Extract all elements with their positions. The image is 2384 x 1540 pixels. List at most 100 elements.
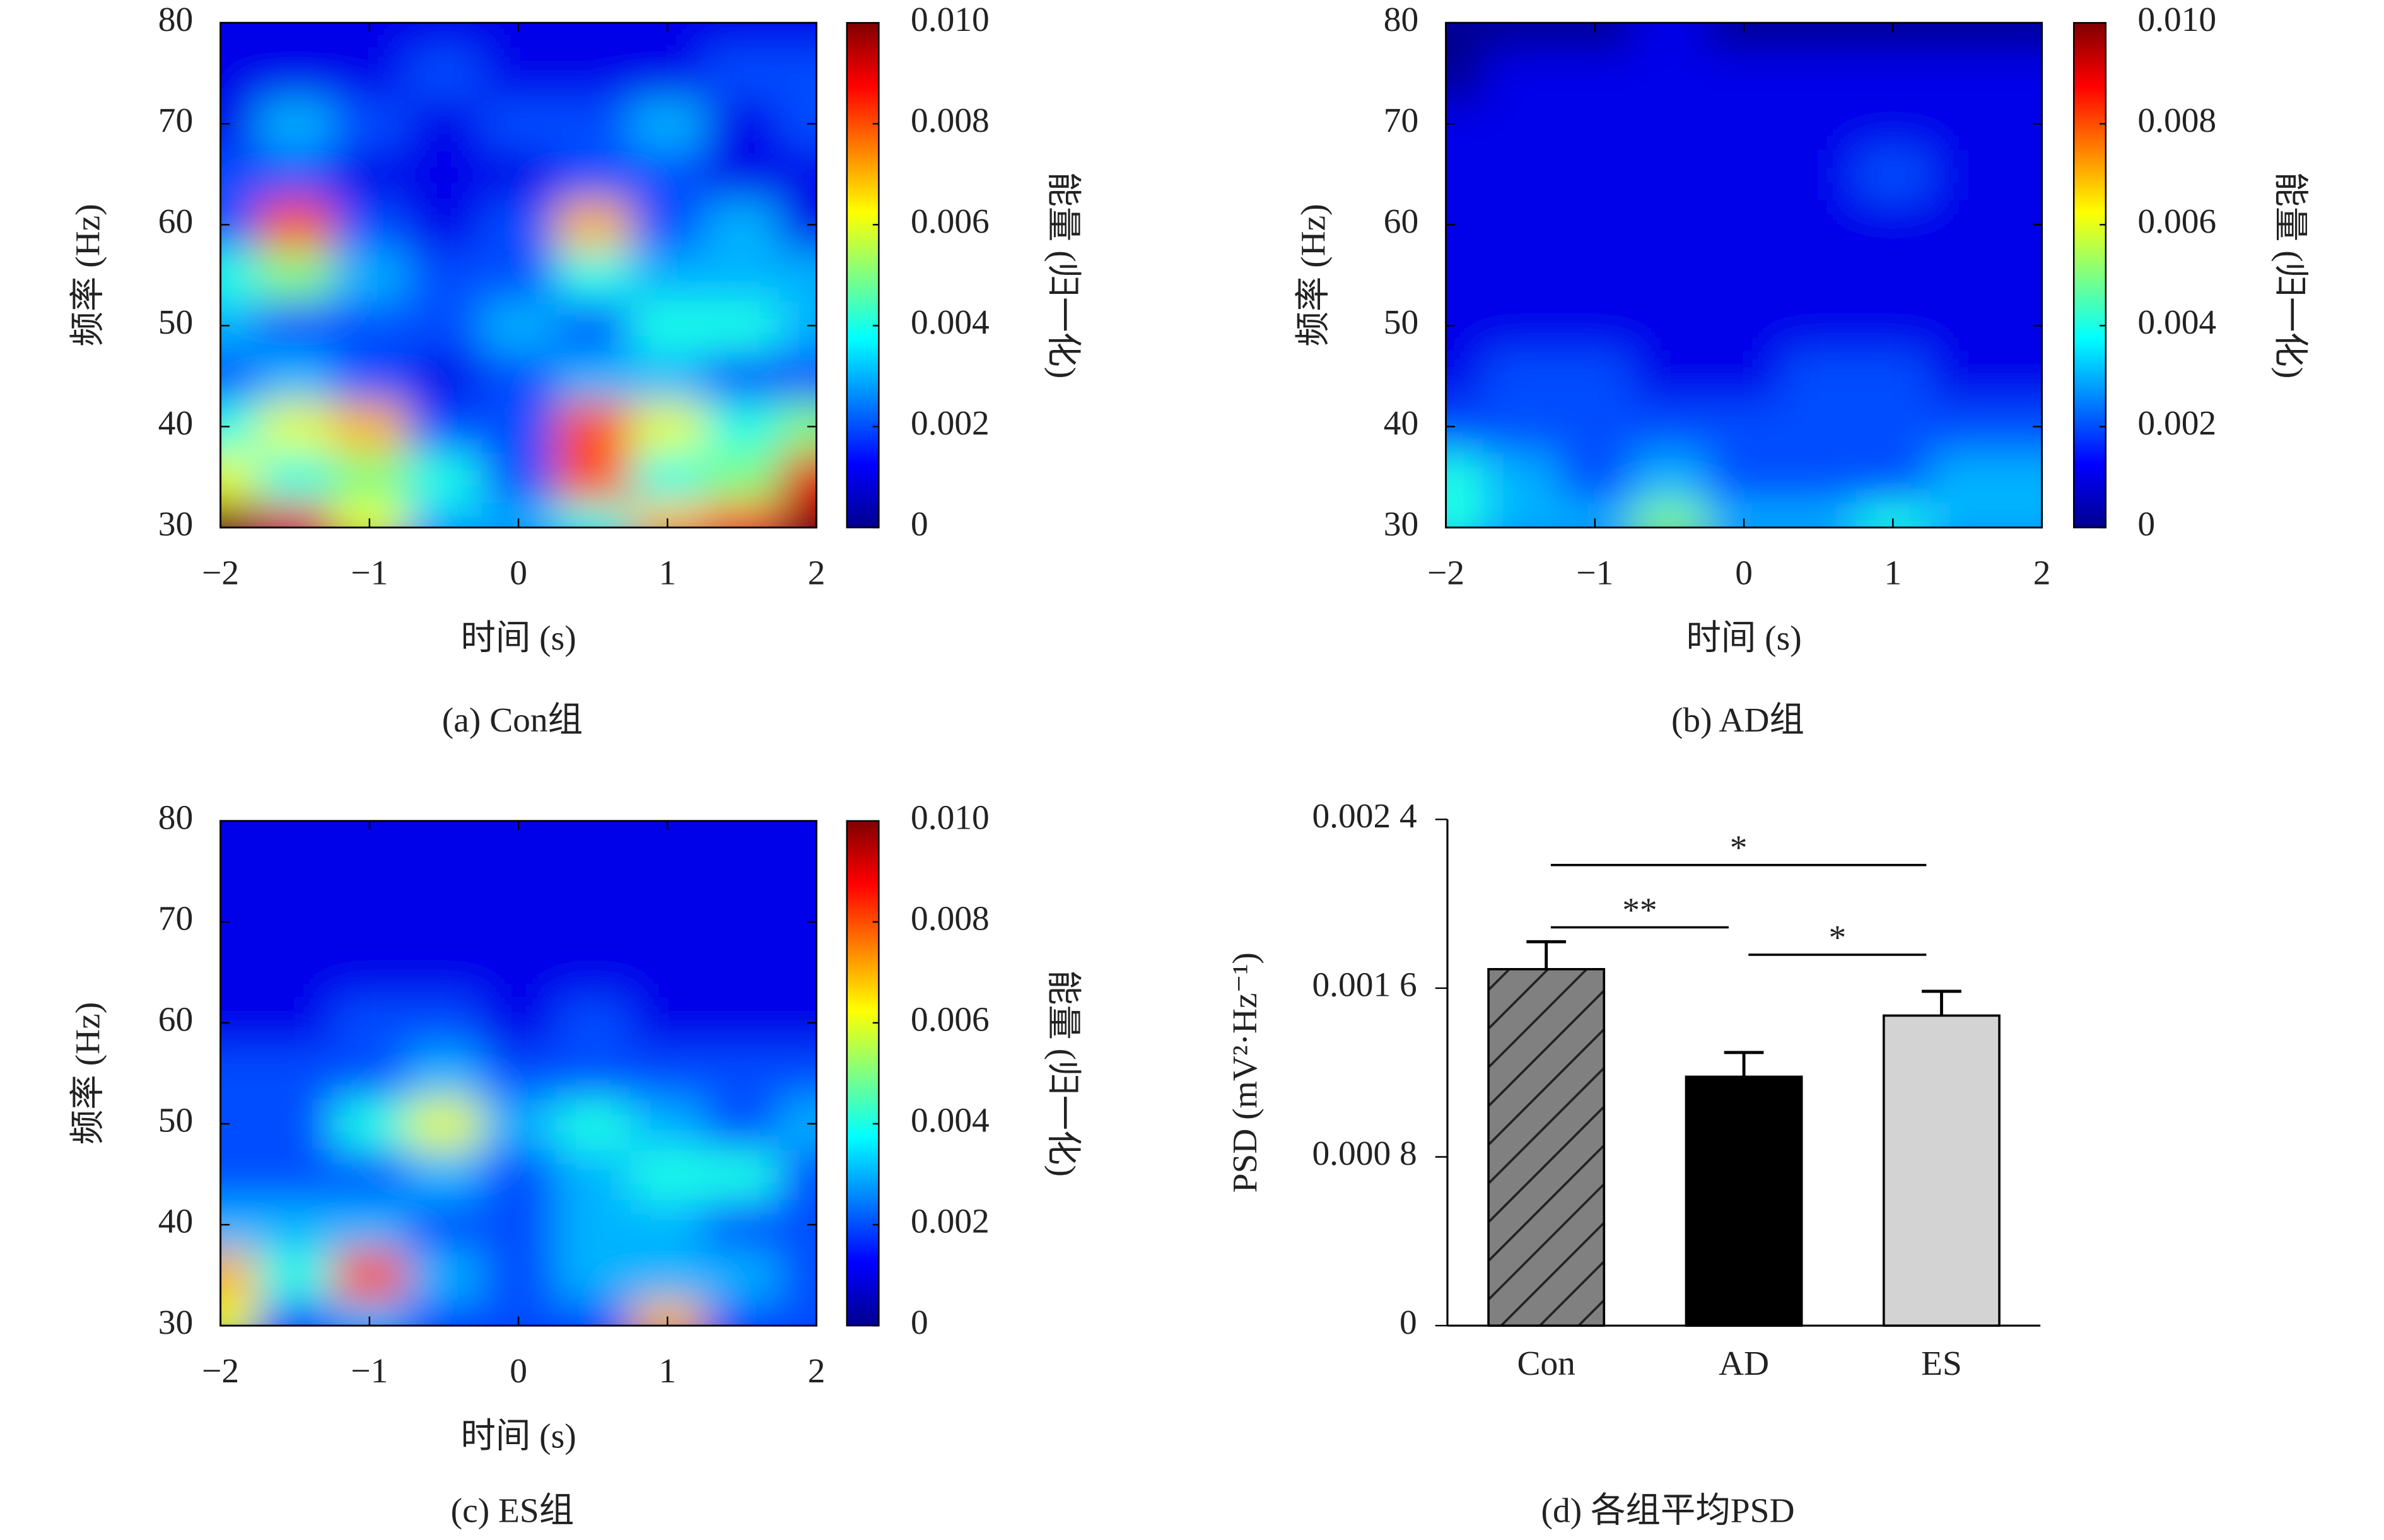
heatmap-cell [556,401,631,453]
heatmap-cell [406,846,482,898]
heatmap-cell [1707,250,1782,301]
colorbar-tick-label: 0.010 [911,0,990,38]
heatmap [220,820,817,1326]
heatmap-cell [779,820,817,847]
heatmap-cell [1707,351,1782,402]
significance-label: ** [1622,891,1657,930]
y-tick-label: 0 [1399,1303,1417,1341]
heatmap-cell [1781,250,1857,301]
heatmap-cell [1707,452,1782,503]
heatmap-cells [220,23,817,528]
heatmap-cell [257,98,333,150]
heatmap-cell [704,1199,780,1251]
heatmap-cell [332,846,408,898]
heatmap-cell [1930,48,2006,100]
y-axis-label: 频率 (Hz) [68,1002,107,1145]
heatmap-cell [704,947,780,999]
heatmap-cell [220,1148,259,1201]
heatmap-cell [1781,502,1857,528]
heatmap-cell [779,48,817,100]
heatmap-cell [332,1148,408,1201]
heatmap-cell [220,351,259,402]
y-axis-label: 频率 (Hz) [68,204,107,346]
heatmap-cell [332,199,408,251]
heatmap-cell [481,351,557,402]
heatmap-cell [1781,149,1857,201]
heatmap-cell [481,997,557,1049]
heatmap-cell [257,1047,333,1100]
heatmap-cell [332,98,408,150]
y-axis-label: 频率 (Hz) [1294,204,1332,346]
heatmap-cell [257,351,333,402]
heatmap-cell [1930,401,2006,453]
heatmap-cell [630,149,706,201]
heatmap-cell [1557,199,1633,251]
significance-label: * [1730,829,1748,867]
heatmap-cell [1707,48,1782,100]
heatmap-cell [630,846,706,898]
heatmap-cell [1930,300,2006,352]
colorbar-tick-label: 0 [911,1303,928,1341]
y-tick-label: 60 [158,202,193,240]
colorbar-tick-label: 0.006 [911,202,990,240]
colorbar-tick-label: 0.010 [2137,0,2216,38]
heatmap-cell [704,199,780,251]
heatmap-cell [630,1250,706,1302]
heatmap-cell [1781,401,1857,453]
heatmap-cell [704,1300,780,1326]
heatmap-cell [704,250,780,301]
heatmap-cell [779,1047,817,1100]
heatmap-cell [779,23,817,49]
heatmap-cell [257,1098,333,1150]
heatmap-cell [779,351,817,402]
x-tick-label: −1 [351,553,388,592]
heatmap-cell [481,149,557,201]
heatmap-cell [481,947,557,999]
heatmap-cell [779,149,817,201]
y-tick-label: 80 [1384,0,1418,38]
x-tick-label: 2 [2033,553,2051,592]
heatmap-cell [406,896,482,948]
heatmap-cell [556,502,631,528]
x-tick-label: 1 [658,553,676,592]
colorbar-tick-label: 0.002 [911,404,990,442]
heatmap-cell [220,23,259,49]
heatmap-cell [556,199,631,251]
heatmap-cell [1930,98,2006,150]
heatmap-cell [2004,351,2042,402]
heatmap-cell [2004,452,2042,503]
subplot-caption: (b) AD组 [1671,701,1804,739]
heatmap-cell [257,250,333,301]
heatmap-cell [630,199,706,251]
y-tick-label: 0.000 8 [1312,1134,1417,1172]
heatmap-cell [630,250,706,301]
heatmap-cell [1483,199,1558,251]
heatmap-cell [779,846,817,898]
heatmap-cell [1632,199,1708,251]
colorbar-label: 能量 (归一化) [2271,172,2310,378]
heatmap-cell [406,1300,482,1326]
heatmap-cell [406,1047,482,1100]
heatmap-cell [1446,149,1484,201]
heatmap-cell [556,846,631,898]
heatmap-cell [556,1047,631,1100]
heatmap-cell [1707,401,1782,453]
heatmap-cell [1632,351,1708,402]
heatmap-cell [406,452,482,503]
colorbar-tick-label: 0.008 [911,101,990,139]
heatmap-cell [406,199,482,251]
heatmap-cell [704,846,780,898]
y-tick-label: 30 [158,1303,193,1341]
heatmap-cell [481,1199,557,1251]
heatmap-cell [779,502,817,528]
heatmap-cell [481,401,557,453]
heatmap-cell [1781,98,1857,150]
heatmap-cell [1855,48,1931,100]
heatmap-cell [556,1098,631,1150]
heatmap-cell [704,452,780,503]
x-tick-label: 1 [658,1351,676,1390]
heatmap-cell [1483,351,1558,402]
heatmap-cell [630,48,706,100]
y-tick-label: 70 [158,899,193,938]
bar [1487,968,1606,1327]
